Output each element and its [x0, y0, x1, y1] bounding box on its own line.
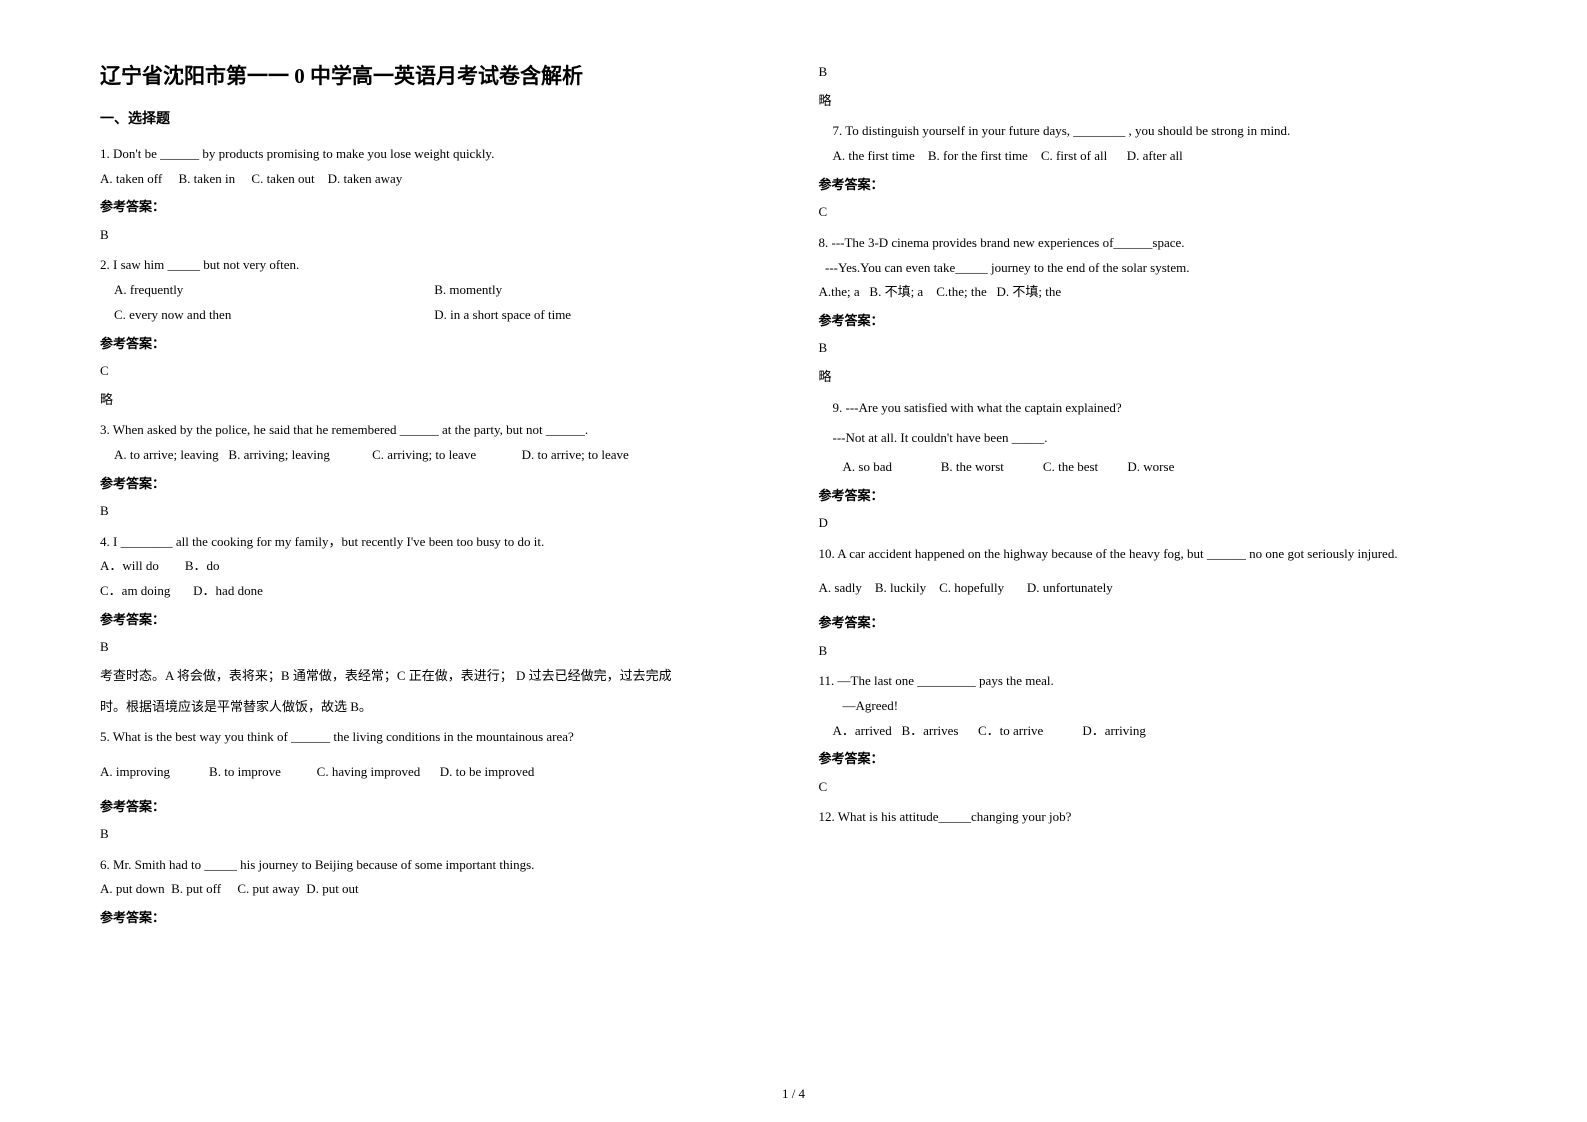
- page-container: 辽宁省沈阳市第一一 0 中学高一英语月考试卷含解析 一、选择题 1. Don't…: [100, 60, 1487, 935]
- question-text: 3. When asked by the police, he said tha…: [100, 418, 769, 443]
- answer-label: 参考答案：: [819, 747, 1488, 770]
- answer-value: D: [819, 511, 1488, 536]
- question-options: A. sadly B. luckily C. hopefully D. unfo…: [819, 576, 1488, 601]
- answer-value: B: [819, 639, 1488, 664]
- question-6: 6. Mr. Smith had to _____ his journey to…: [100, 853, 769, 930]
- question-text-1: 8. ---The 3-D cinema provides brand new …: [819, 231, 1488, 256]
- right-column: B 略 7. To distinguish yourself in your f…: [819, 60, 1488, 935]
- question-4: 4. I ________ all the cooking for my fam…: [100, 530, 769, 720]
- question-8: 8. ---The 3-D cinema provides brand new …: [819, 231, 1488, 390]
- section-heading: 一、选择题: [100, 108, 769, 128]
- answer-omit: 略: [819, 89, 1488, 114]
- question-options: A. frequently B. momently C. every now a…: [100, 278, 769, 327]
- question-text: 5. What is the best way you think of ___…: [100, 725, 769, 750]
- answer-label: 参考答案：: [100, 472, 769, 495]
- option-c: C. every now and then: [100, 303, 434, 328]
- question-options: A. taken off B. taken in C. taken out D.…: [100, 167, 769, 192]
- question-5: 5. What is the best way you think of ___…: [100, 725, 769, 846]
- answer-label: 参考答案：: [819, 484, 1488, 507]
- answer-value: C: [819, 200, 1488, 225]
- answer-label: 参考答案：: [819, 611, 1488, 634]
- answer-value: B: [819, 60, 1488, 85]
- answer-omit: 略: [100, 388, 769, 413]
- question-options: A．arrived B．arrives C．to arrive D．arrivi…: [819, 719, 1488, 744]
- question-3: 3. When asked by the police, he said tha…: [100, 418, 769, 523]
- answer-value: B: [819, 336, 1488, 361]
- question-7: 7. To distinguish yourself in your futur…: [819, 119, 1488, 224]
- option-a: A. frequently: [100, 278, 434, 303]
- question-options: A. so bad B. the worst C. the best D. wo…: [819, 455, 1488, 480]
- question-text: 2. I saw him _____ but not very often.: [100, 253, 769, 278]
- question-options: A. the first time B. for the first time …: [819, 144, 1488, 169]
- answer-omit: 略: [819, 365, 1488, 390]
- question-text: 7. To distinguish yourself in your futur…: [819, 119, 1488, 144]
- page-title: 辽宁省沈阳市第一一 0 中学高一英语月考试卷含解析: [100, 60, 769, 90]
- question-options-1: A．will do B．do: [100, 554, 769, 579]
- question-text-2: —Agreed!: [819, 694, 1488, 719]
- question-2: 2. I saw him _____ but not very often. A…: [100, 253, 769, 412]
- explanation-line-1: 考查时态。A 将会做，表将来；B 通常做，表经常；C 正在做，表进行； D 过去…: [100, 664, 769, 689]
- question-text-2: ---Not at all. It couldn't have been ___…: [819, 426, 1488, 451]
- question-options: A. improving B. to improve C. having imp…: [100, 760, 769, 785]
- answer-value: B: [100, 822, 769, 847]
- answer-value: B: [100, 499, 769, 524]
- answer-value: C: [819, 775, 1488, 800]
- question-6-answer: B 略: [819, 60, 1488, 113]
- option-b: B. momently: [434, 278, 768, 303]
- answer-label: 参考答案：: [100, 795, 769, 818]
- question-options: A. to arrive; leaving B. arriving; leavi…: [100, 443, 769, 468]
- question-text: 10. A car accident happened on the highw…: [819, 542, 1488, 567]
- question-text: 6. Mr. Smith had to _____ his journey to…: [100, 853, 769, 878]
- question-text: 12. What is his attitude_____changing yo…: [819, 805, 1488, 830]
- question-text-1: 9. ---Are you satisfied with what the ca…: [819, 396, 1488, 421]
- explanation-line-2: 时。根据语境应该是平常替家人做饭，故选 B。: [100, 695, 769, 720]
- left-column: 辽宁省沈阳市第一一 0 中学高一英语月考试卷含解析 一、选择题 1. Don't…: [100, 60, 769, 935]
- question-11: 11. —The last one _________ pays the mea…: [819, 669, 1488, 799]
- answer-label: 参考答案：: [100, 906, 769, 929]
- question-text: 4. I ________ all the cooking for my fam…: [100, 530, 769, 555]
- answer-label: 参考答案：: [100, 608, 769, 631]
- question-text: 1. Don't be ______ by products promising…: [100, 142, 769, 167]
- page-number: 1 / 4: [782, 1086, 805, 1102]
- question-1: 1. Don't be ______ by products promising…: [100, 142, 769, 247]
- question-text-2: ---Yes.You can even take_____ journey to…: [819, 256, 1488, 281]
- question-10: 10. A car accident happened on the highw…: [819, 542, 1488, 663]
- option-d: D. in a short space of time: [434, 303, 768, 328]
- answer-label: 参考答案：: [100, 195, 769, 218]
- question-options: A. put down B. put off C. put away D. pu…: [100, 877, 769, 902]
- question-options-2: C．am doing D．had done: [100, 579, 769, 604]
- answer-label: 参考答案：: [819, 173, 1488, 196]
- answer-value: B: [100, 635, 769, 660]
- question-text-1: 11. —The last one _________ pays the mea…: [819, 669, 1488, 694]
- answer-value: C: [100, 359, 769, 384]
- answer-value: B: [100, 223, 769, 248]
- question-12: 12. What is his attitude_____changing yo…: [819, 805, 1488, 830]
- answer-label: 参考答案：: [819, 309, 1488, 332]
- answer-label: 参考答案：: [100, 332, 769, 355]
- question-9: 9. ---Are you satisfied with what the ca…: [819, 396, 1488, 536]
- question-options: A.the; a B. 不填; a C.the; the D. 不填; the: [819, 280, 1488, 305]
